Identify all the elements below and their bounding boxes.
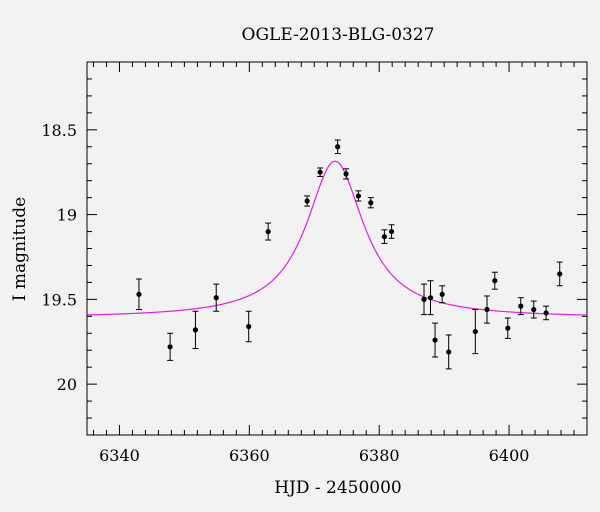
x-tick-label: 6400 — [489, 446, 530, 465]
model-curve — [86, 160, 588, 316]
data-point — [265, 228, 271, 235]
chart-title: OGLE-2013-BLG-0327 — [242, 25, 435, 45]
data-point — [388, 228, 395, 235]
x-tick-label: 6380 — [359, 446, 400, 465]
x-tick-label: 6340 — [99, 446, 140, 465]
data-point — [421, 296, 427, 302]
y-tick-label: 19.5 — [41, 290, 77, 309]
data-point — [492, 278, 498, 284]
data-point — [355, 193, 362, 199]
data-point — [531, 306, 537, 313]
data-point — [213, 295, 219, 301]
data-point — [136, 291, 142, 297]
x-tick-label: 6360 — [229, 446, 270, 465]
data-point — [557, 271, 563, 277]
data-point — [484, 306, 490, 313]
data-point — [304, 198, 310, 204]
data-point — [432, 337, 438, 343]
data-point — [446, 349, 452, 355]
data-point — [505, 325, 511, 331]
data-point — [192, 327, 199, 333]
data-point — [518, 303, 524, 309]
y-tick-label: 20 — [57, 375, 77, 394]
data-point — [167, 344, 173, 350]
y-axis-label: I magnitude — [10, 197, 30, 301]
data-point — [343, 171, 349, 177]
data-point — [335, 144, 341, 150]
y-tick-label: 18.5 — [41, 121, 77, 140]
data-point — [472, 328, 478, 335]
data-point — [381, 234, 388, 240]
data-point — [246, 323, 252, 330]
data-point — [543, 310, 549, 316]
data-point — [427, 295, 434, 301]
plot-area: 6340 6360 6380 6400 18.5 19 19.5 20 — [41, 61, 588, 465]
data-point — [439, 291, 445, 297]
data-point — [368, 200, 374, 206]
y-tick-label: 19 — [57, 206, 77, 225]
x-axis-label: HJD - 2450000 — [274, 478, 402, 498]
data-point — [317, 169, 323, 175]
